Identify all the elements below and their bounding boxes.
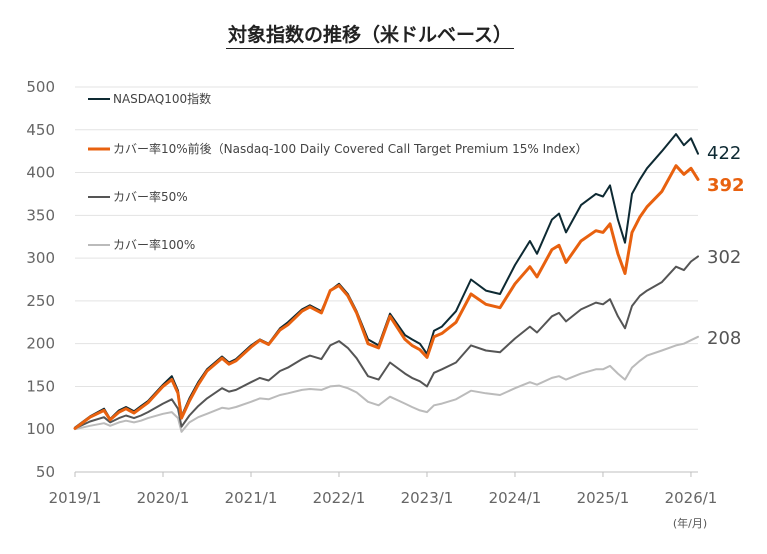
grid-lines [75, 86, 698, 473]
end-label-1: 392 [707, 175, 745, 196]
y-tick-label-150: 150 [26, 377, 55, 395]
y-tick-label-300: 300 [26, 249, 55, 267]
series-lines [73, 133, 700, 433]
y-tick-label-450: 450 [26, 121, 55, 139]
series-line-2 [74, 255, 699, 430]
end-labels: 422 392 302 208 [707, 143, 745, 349]
y-tick-label-50: 50 [36, 463, 55, 481]
x-tick-label-2019: 2019/1 [49, 489, 102, 507]
x-tick-label-2026: 2026/1 [665, 489, 718, 507]
x-tick-label-2023: 2023/1 [401, 489, 454, 507]
end-label-2: 302 [707, 247, 741, 268]
x-tick-label-2022: 2022/1 [313, 489, 366, 507]
x-tick-label-2025: 2025/1 [577, 489, 630, 507]
y-tick-label-500: 500 [26, 78, 55, 96]
y-axis-ticks: 50 100 150 200 250 300 350 400 450 500 [26, 78, 55, 481]
series-line-1 [73, 164, 700, 430]
x-axis-ticks: 2019/1 2020/1 2021/1 2022/1 2023/1 2024/1 2025… [49, 472, 718, 507]
end-label-3: 208 [707, 328, 741, 349]
x-axis-unit-label: (年/月) [673, 516, 707, 530]
legend-label-3: カバー率100% [113, 237, 195, 252]
x-tick-label-2020: 2020/1 [137, 489, 190, 507]
legend-label-0: NASDAQ100指数 [113, 91, 211, 106]
y-tick-label-200: 200 [26, 335, 55, 353]
x-tick-label-2024: 2024/1 [489, 489, 542, 507]
legend-label-2: カバー率50% [113, 189, 188, 204]
series-line-3 [74, 335, 699, 433]
y-tick-label-250: 250 [26, 292, 55, 310]
legend-label-1: カバー率10%前後（Nasdaq-100 Daily Covered Call … [113, 141, 588, 156]
x-tick-label-2021: 2021/1 [225, 489, 278, 507]
end-label-0: 422 [707, 143, 741, 164]
y-tick-label-350: 350 [26, 206, 55, 224]
y-tick-label-400: 400 [26, 164, 55, 182]
y-tick-label-100: 100 [26, 420, 55, 438]
chart-title: 対象指数の推移（米ドルベース） [0, 20, 740, 49]
